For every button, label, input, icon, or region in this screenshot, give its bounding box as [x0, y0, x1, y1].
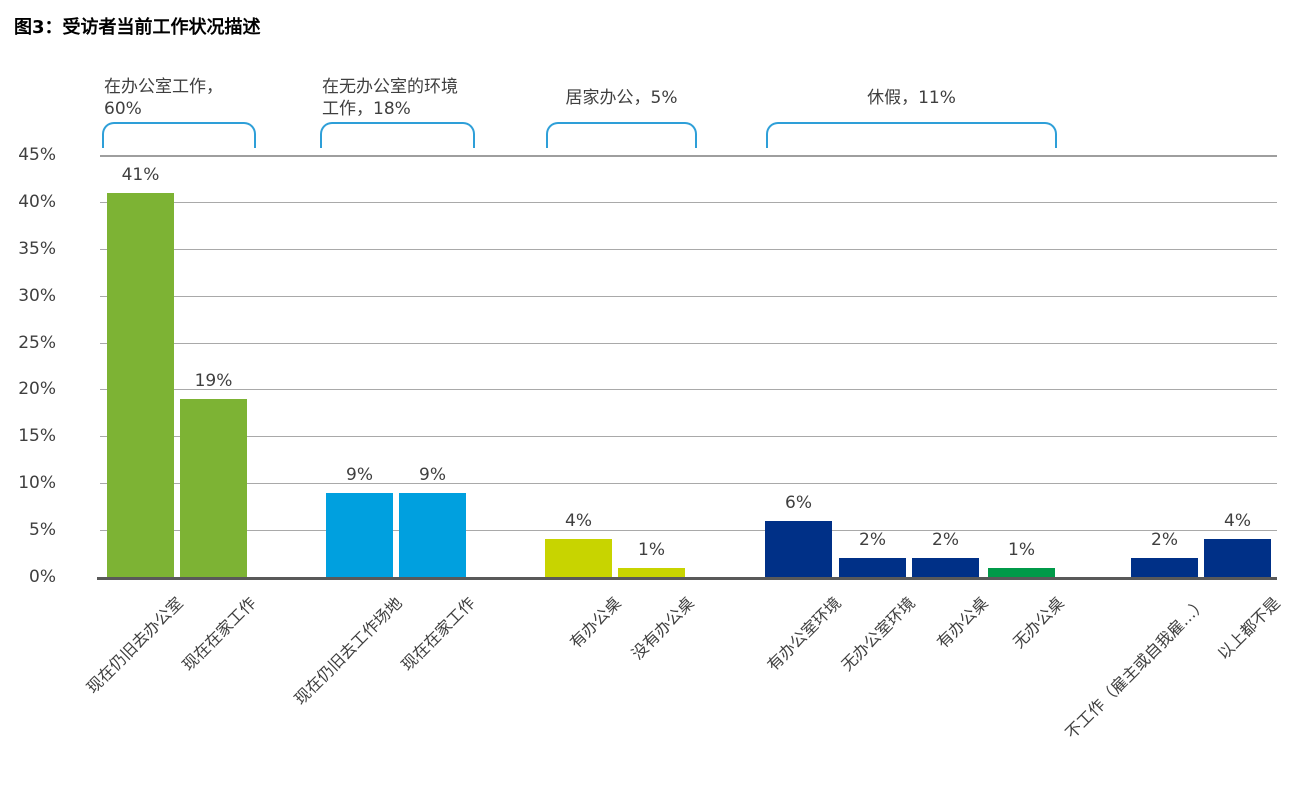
bar: [326, 492, 393, 577]
bar: [839, 558, 906, 577]
group-bracket: [546, 122, 697, 148]
x-axis-label: 有办公桌: [933, 593, 993, 652]
x-axis-label: 现在在家工作: [397, 593, 480, 675]
gridline: [100, 530, 1277, 531]
bar-value-label: 4%: [565, 511, 592, 532]
x-axis-label: 无办公室环境: [837, 593, 920, 675]
x-axis-label: 现在在家工作: [178, 593, 261, 675]
group-bracket: [102, 122, 256, 148]
bar-value-label: 9%: [346, 464, 373, 485]
x-axis-label: 现在仍旧去工作场地: [290, 593, 407, 709]
bar-value-label: 2%: [1151, 530, 1178, 551]
bar-value-label: 19%: [194, 370, 233, 391]
chart-title: 图3：受访者当前工作状况描述: [14, 17, 261, 38]
y-axis-tick-label: 20%: [18, 379, 56, 400]
y-axis-tick-label: 0%: [29, 567, 56, 587]
bar: [912, 558, 979, 577]
group-label: 60%: [104, 99, 142, 119]
x-axis-line: [97, 577, 1277, 580]
bar-value-label: 6%: [785, 492, 812, 513]
gridline: [100, 155, 1277, 157]
group-bracket: [320, 122, 475, 148]
x-axis-label: 没有办公桌: [628, 593, 699, 664]
gridline: [100, 343, 1277, 344]
bar: [765, 520, 832, 577]
gridline: [100, 436, 1277, 437]
group-label: 在办公室工作，: [104, 77, 223, 97]
x-axis-label: 不工作（雇主或自我雇…）: [1062, 593, 1212, 743]
bar-value-label: 1%: [1008, 539, 1035, 560]
bar: [1204, 539, 1271, 577]
bar: [988, 567, 1055, 577]
y-axis-tick-label: 10%: [18, 473, 56, 494]
group-label: 在无办公室的环境: [322, 77, 458, 97]
gridline: [100, 483, 1277, 484]
gridline: [100, 296, 1277, 297]
y-axis-tick-label: 30%: [18, 285, 56, 306]
bar-value-label: 2%: [859, 530, 886, 551]
bar: [1131, 558, 1198, 577]
gridline: [100, 249, 1277, 250]
y-axis-tick-label: 35%: [18, 238, 56, 259]
y-axis-tick-label: 25%: [18, 332, 56, 353]
y-axis-tick-label: 40%: [18, 191, 56, 212]
bar: [399, 492, 466, 577]
group-bracket: [766, 122, 1057, 148]
group-label: 居家办公，5%: [565, 88, 678, 108]
x-axis-label: 有办公桌: [566, 593, 626, 652]
y-axis-tick-label: 45%: [18, 145, 56, 165]
x-axis-label: 无办公桌: [1009, 593, 1069, 652]
gridline: [100, 202, 1277, 203]
bar: [180, 398, 247, 577]
y-axis-tick-label: 5%: [29, 520, 56, 541]
bar: [618, 567, 685, 577]
bar-value-label: 4%: [1224, 511, 1251, 532]
x-axis-label: 现在仍旧去办公室: [83, 593, 188, 698]
bar-value-label: 9%: [419, 464, 446, 485]
bar-value-label: 1%: [638, 539, 665, 560]
group-label: 休假，11%: [867, 88, 956, 108]
bar-value-label: 41%: [121, 164, 160, 185]
group-label: 工作，18%: [322, 99, 411, 119]
y-axis-tick-label: 15%: [18, 426, 56, 447]
x-axis-label: 以上都不是: [1214, 593, 1285, 664]
bar: [107, 192, 174, 577]
bar-value-label: 2%: [932, 530, 959, 551]
bar: [545, 539, 612, 577]
x-axis-label: 有办公室环境: [763, 593, 846, 675]
gridline: [100, 389, 1277, 390]
